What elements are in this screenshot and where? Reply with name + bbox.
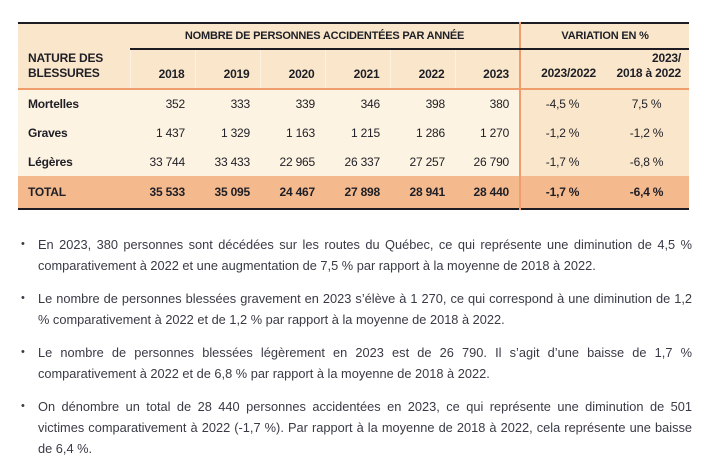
year-value-cell: 33 433 (195, 147, 260, 176)
list-item: • Le nombre de personnes blessées légère… (18, 342, 692, 384)
variation-header-line2: 2018 à 2022 (616, 66, 682, 80)
bullet-icon: • (21, 292, 25, 304)
table-column-header-row: NATURE DES BLESSURES 2018 2019 2020 2021… (18, 49, 690, 90)
variation-value-cell: -1,7 % (519, 147, 605, 176)
year-value-cell: 1 270 (455, 118, 521, 147)
column-header-2021: 2021 (324, 49, 390, 90)
row-header-line2: BLESSURES (28, 66, 100, 80)
column-header-2022: 2022 (389, 49, 455, 90)
total-year-value-cell: 35 095 (195, 176, 260, 209)
bullet-text-serious-injuries: Le nombre de personnes blessées gravemen… (38, 291, 692, 327)
year-value-cell: 1 163 (260, 118, 325, 147)
variation-value-cell: -1,2 % (604, 118, 690, 147)
table-row-total: TOTAL 35 533 35 095 24 467 27 898 28 941… (18, 176, 690, 209)
row-header-nature-des-blessures: NATURE DES BLESSURES (18, 49, 130, 90)
year-value-cell: 333 (195, 89, 260, 118)
variation-value-cell: -4,5 % (519, 89, 605, 118)
accident-statistics-table: NOMBRE DE PERSONNES ACCIDENTÉES PAR ANNÉ… (18, 22, 690, 210)
column-header-2023-2022: 2023/2022 (519, 49, 605, 90)
table-row-mortelles: Mortelles 352 333 339 346 398 380 -4,5 %… (18, 89, 690, 118)
year-value-cell: 380 (455, 89, 521, 118)
column-header-2020: 2020 (259, 49, 325, 90)
summary-bullet-list: • En 2023, 380 personnes sont décédées s… (18, 234, 692, 471)
column-header-2019: 2019 (194, 49, 260, 90)
row-label-total: TOTAL (18, 176, 130, 209)
variation-header-line1: 2023/ (652, 51, 682, 65)
row-label-mortelles: Mortelles (18, 89, 130, 118)
bullet-text-total: On dénombre un total de 28 440 personnes… (38, 399, 692, 456)
year-value-cell: 26 790 (455, 147, 521, 176)
variation-value-cell: -1,2 % (519, 118, 605, 147)
column-header-2023: 2023 (454, 49, 521, 90)
year-value-cell: 346 (325, 89, 390, 118)
table-row-graves: Graves 1 437 1 329 1 163 1 215 1 286 1 2… (18, 118, 690, 147)
bullet-icon: • (21, 238, 25, 250)
total-year-value-cell: 28 440 (455, 176, 521, 209)
list-item: • Le nombre de personnes blessées gravem… (18, 288, 692, 330)
variation-value-cell: -6,8 % (604, 147, 690, 176)
table-group-header-row: NOMBRE DE PERSONNES ACCIDENTÉES PAR ANNÉ… (18, 23, 690, 50)
list-item: • En 2023, 380 personnes sont décédées s… (18, 234, 692, 276)
corner-cell (18, 23, 130, 49)
total-variation-value-cell: -1,7 % (519, 176, 605, 209)
year-value-cell: 1 286 (390, 118, 455, 147)
bullet-icon: • (21, 400, 25, 412)
table-row-legeres: Légères 33 744 33 433 22 965 26 337 27 2… (18, 147, 690, 176)
bullet-icon: • (21, 346, 25, 358)
year-value-cell: 1 437 (130, 118, 195, 147)
column-header-2023-vs-2018-2022: 2023/ 2018 à 2022 (604, 49, 690, 90)
row-header-line1: NATURE DES (28, 51, 104, 65)
year-value-cell: 26 337 (325, 147, 390, 176)
year-value-cell: 352 (130, 89, 195, 118)
year-value-cell: 22 965 (260, 147, 325, 176)
year-value-cell: 339 (260, 89, 325, 118)
row-label-graves: Graves (18, 118, 130, 147)
column-header-2018: 2018 (129, 49, 195, 90)
report-page: NOMBRE DE PERSONNES ACCIDENTÉES PAR ANNÉ… (18, 22, 692, 456)
row-label-legeres: Légères (18, 147, 130, 176)
total-year-value-cell: 35 533 (130, 176, 195, 209)
year-value-cell: 27 257 (390, 147, 455, 176)
group-header-variation: VARIATION EN % (519, 23, 690, 50)
total-variation-value-cell: -6,4 % (604, 176, 690, 209)
total-year-value-cell: 24 467 (260, 176, 325, 209)
year-value-cell: 1 329 (195, 118, 260, 147)
total-year-value-cell: 28 941 (390, 176, 455, 209)
group-header-accidents-per-year: NOMBRE DE PERSONNES ACCIDENTÉES PAR ANNÉ… (130, 23, 521, 50)
list-item: • On dénombre un total de 28 440 personn… (18, 396, 692, 459)
year-value-cell: 33 744 (130, 147, 195, 176)
year-value-cell: 1 215 (325, 118, 390, 147)
variation-value-cell: 7,5 % (604, 89, 690, 118)
total-year-value-cell: 27 898 (325, 176, 390, 209)
year-value-cell: 398 (390, 89, 455, 118)
bullet-text-light-injuries: Le nombre de personnes blessées légèreme… (38, 345, 692, 381)
bullet-text-deaths: En 2023, 380 personnes sont décédées sur… (38, 237, 692, 273)
